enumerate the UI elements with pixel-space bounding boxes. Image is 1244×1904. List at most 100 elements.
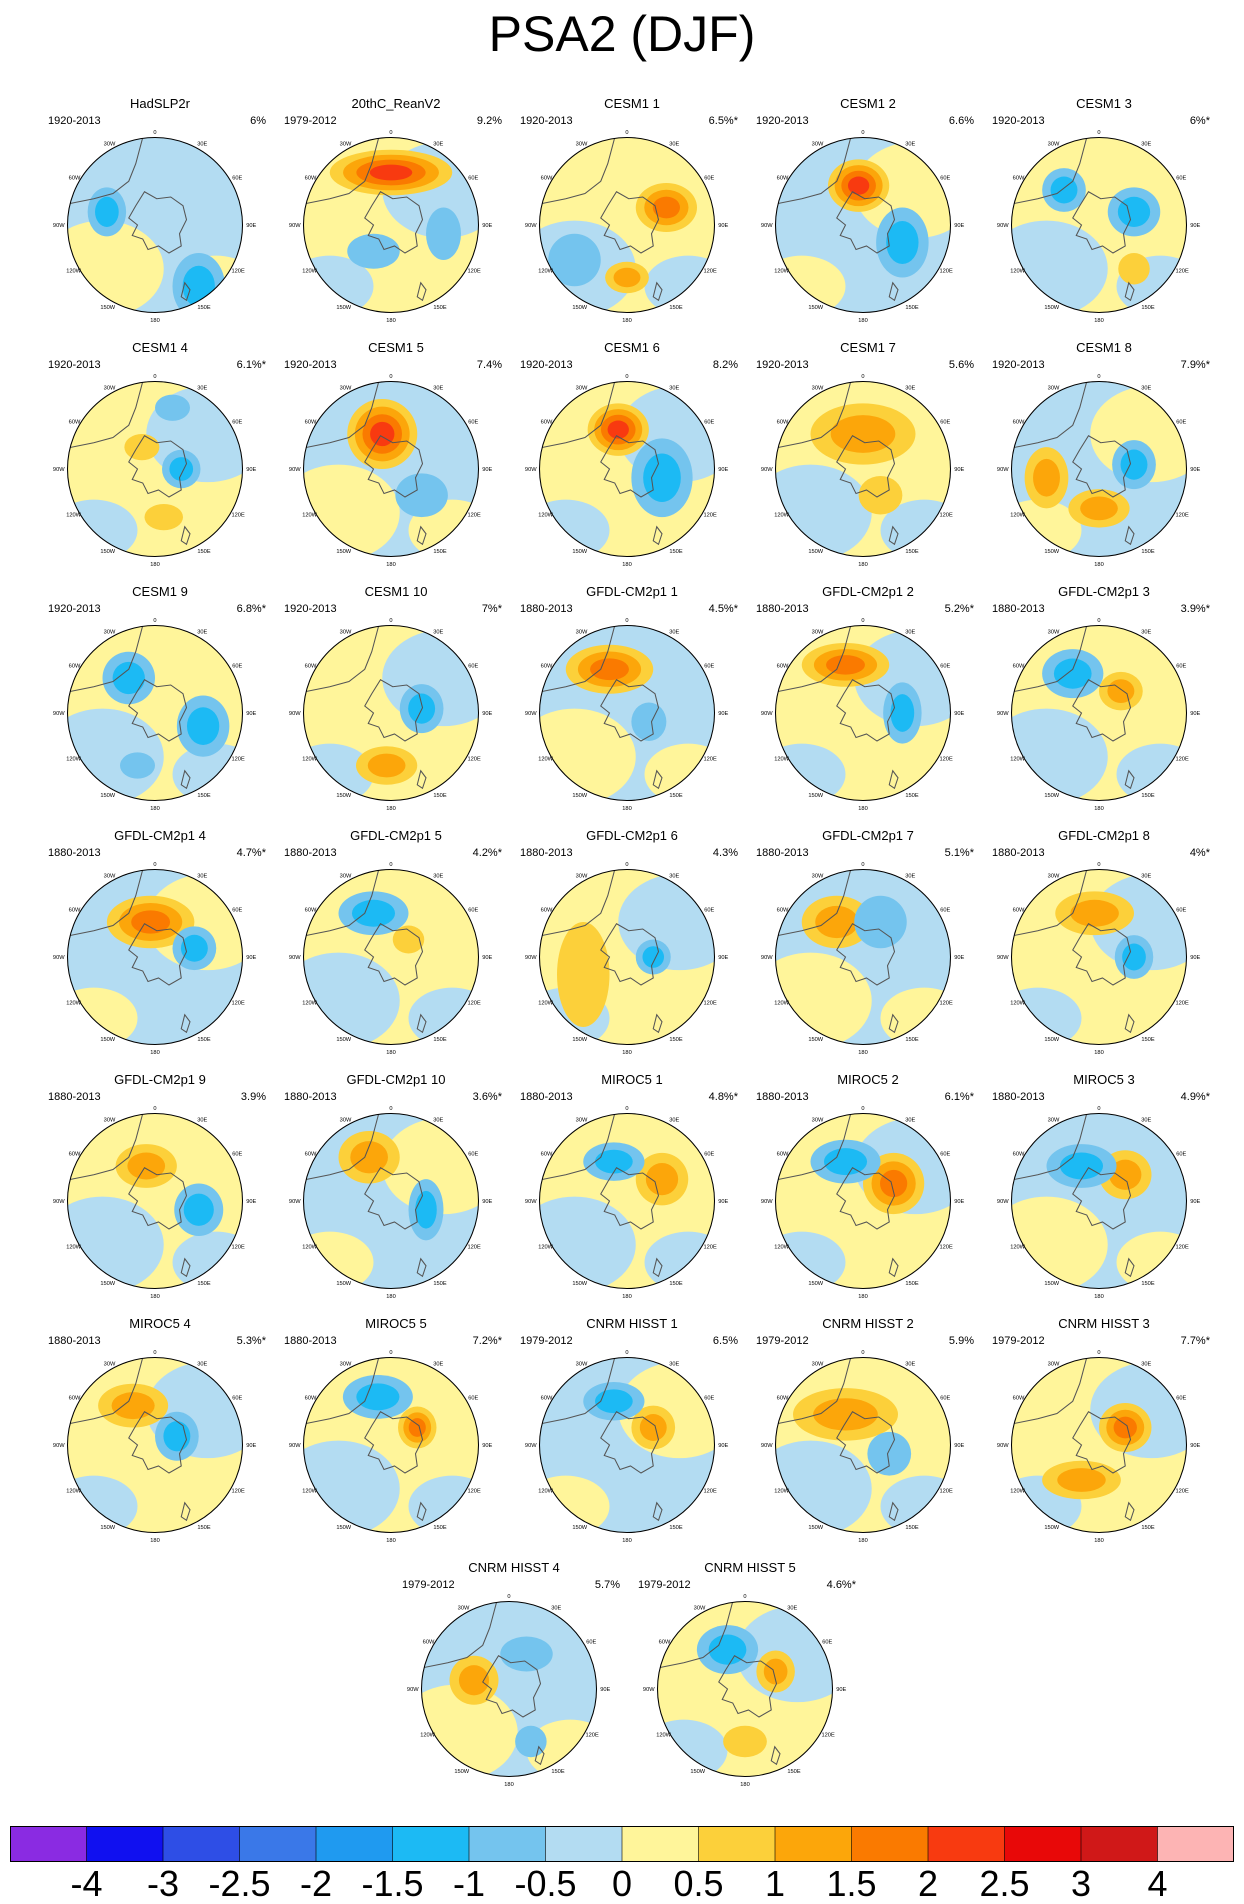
polar-stereographic-map: 0 30W 30E 60W 60E 90W 90E 120W 120E 150W 150E 180: [53, 374, 257, 568]
polar-stereographic-map: 0 30W 30E 60W 60E 90W 90E 120W 120E 150W 150E 180: [643, 1594, 847, 1788]
panel-period: 1880-2013: [992, 847, 1045, 859]
longitude-label: 90W: [53, 955, 65, 961]
map-panel: CESM1 5 1920-2013 7.4% 0 30W 30E 60W 60E 90W 90E 1…: [276, 340, 516, 576]
longitude-label: 150W: [808, 305, 823, 311]
longitude-label: 90E: [482, 955, 492, 961]
longitude-label: 120E: [1176, 512, 1189, 518]
panel-title: GFDL-CM2p1 9: [114, 1072, 206, 1087]
longitude-label: 150W: [100, 1525, 115, 1531]
longitude-label: 180: [386, 1050, 395, 1056]
longitude-label: 0: [625, 1350, 628, 1356]
longitude-label: 180: [622, 1294, 631, 1300]
longitude-label: 60E: [940, 420, 950, 426]
longitude-label: 90E: [1190, 223, 1200, 229]
longitude-label: 90W: [53, 223, 65, 229]
panel-period: 1979-2012: [992, 1335, 1045, 1347]
longitude-label: 90W: [53, 467, 65, 473]
longitude-label: 60W: [777, 176, 789, 182]
longitude-label: 150W: [572, 305, 587, 311]
longitude-label: 30W: [812, 1361, 824, 1367]
longitude-label: 90W: [761, 223, 773, 229]
longitude-label: 30W: [1048, 873, 1060, 879]
longitude-label: 150W: [336, 305, 351, 311]
longitude-label: 0: [861, 618, 864, 624]
longitude-label: 60W: [1013, 1152, 1025, 1158]
panel-period: 1920-2013: [992, 359, 1045, 371]
longitude-label: 0: [861, 1350, 864, 1356]
longitude-label: 120W: [1010, 268, 1025, 274]
longitude-label: 90E: [718, 711, 728, 717]
longitude-label: 90E: [1190, 467, 1200, 473]
panel-variance: 7.9%*: [1180, 359, 1210, 371]
longitude-label: 30W: [104, 141, 116, 147]
panel-period: 1880-2013: [48, 1335, 101, 1347]
polar-stereographic-map: 0 30W 30E 60W 60E 90W 90E 120W 120E 150W 150E 180: [407, 1594, 611, 1788]
longitude-label: 30E: [669, 1361, 679, 1367]
longitude-label: 60E: [822, 1640, 832, 1646]
longitude-label: 60E: [704, 176, 714, 182]
longitude-label: 120W: [66, 756, 81, 762]
longitude-label: 90E: [246, 1443, 256, 1449]
colorbar-tick-label: 3: [1070, 1863, 1092, 1904]
longitude-label: 60W: [69, 1396, 81, 1402]
map-panel: CESM1 9 1920-2013 6.8%* 0 30W 30E 60W 60E 90W 90E…: [40, 584, 280, 820]
longitude-label: 30W: [812, 141, 824, 147]
longitude-label: 60E: [1176, 176, 1186, 182]
longitude-label: 90E: [246, 1199, 256, 1205]
longitude-label: 60E: [704, 664, 714, 670]
longitude-label: 120E: [1176, 1488, 1189, 1494]
panel-period: 1880-2013: [992, 603, 1045, 615]
map-panel: GFDL-CM2p1 3 1880-2013 3.9%* 0 30W 30E 60W 60E 9…: [984, 584, 1224, 820]
colorbar-tick-label: -2: [299, 1863, 333, 1904]
longitude-label: 120W: [302, 1244, 317, 1250]
longitude-label: 90W: [525, 1443, 537, 1449]
longitude-label: 150E: [905, 305, 918, 311]
longitude-label: 30W: [104, 1117, 116, 1123]
longitude-label: 60E: [1176, 664, 1186, 670]
longitude-label: 180: [858, 1050, 867, 1056]
longitude-label: 90W: [997, 955, 1009, 961]
longitude-label: 60E: [704, 1152, 714, 1158]
longitude-label: 150E: [669, 549, 682, 555]
longitude-label: 120W: [302, 756, 317, 762]
longitude-label: 0: [625, 618, 628, 624]
longitude-label: 90E: [1190, 1199, 1200, 1205]
longitude-label: 90W: [997, 1199, 1009, 1205]
panel-variance: 8.2%: [712, 359, 738, 371]
longitude-label: 90E: [718, 1443, 728, 1449]
longitude-label: 0: [389, 618, 392, 624]
longitude-label: 150W: [1044, 1525, 1059, 1531]
polar-stereographic-map: 0 30W 30E 60W 60E 90W 90E 120W 120E 150W 150E 180: [761, 130, 965, 324]
longitude-label: 0: [1097, 618, 1100, 624]
colorbar-segment: [851, 1826, 929, 1862]
longitude-label: 120W: [1010, 1244, 1025, 1250]
longitude-label: 150E: [433, 305, 446, 311]
longitude-label: 30W: [1048, 141, 1060, 147]
panel-period: 1880-2013: [284, 1335, 337, 1347]
longitude-label: 120W: [1010, 756, 1025, 762]
polar-stereographic-map: 0 30W 30E 60W 60E 90W 90E 120W 120E 150W 150E 180: [525, 618, 729, 812]
panel-variance: 5.7%: [594, 1579, 620, 1591]
longitude-label: 180: [740, 1782, 749, 1788]
longitude-label: 180: [622, 806, 631, 812]
longitude-label: 150W: [1044, 1037, 1059, 1043]
longitude-label: 60E: [940, 908, 950, 914]
longitude-label: 60W: [541, 908, 553, 914]
longitude-label: 60E: [468, 420, 478, 426]
longitude-label: 90W: [761, 1443, 773, 1449]
longitude-label: 120W: [538, 268, 553, 274]
longitude-label: 180: [150, 1294, 159, 1300]
panel-period: 1920-2013: [48, 603, 101, 615]
panel-title: GFDL-CM2p1 6: [586, 828, 678, 843]
longitude-label: 60W: [541, 1152, 553, 1158]
panel-variance: 5.2%*: [944, 603, 974, 615]
colorbar-tick-label: 4: [1147, 1863, 1168, 1904]
polar-stereographic-map: 0 30W 30E 60W 60E 90W 90E 120W 120E 150W 150E 180: [289, 1106, 493, 1300]
longitude-label: 150E: [1141, 305, 1154, 311]
longitude-label: 120W: [774, 512, 789, 518]
longitude-label: 60E: [232, 908, 242, 914]
longitude-label: 0: [861, 374, 864, 380]
colorbar-segment: [469, 1826, 546, 1862]
longitude-label: 30E: [551, 1605, 561, 1611]
longitude-label: 90E: [482, 1443, 492, 1449]
